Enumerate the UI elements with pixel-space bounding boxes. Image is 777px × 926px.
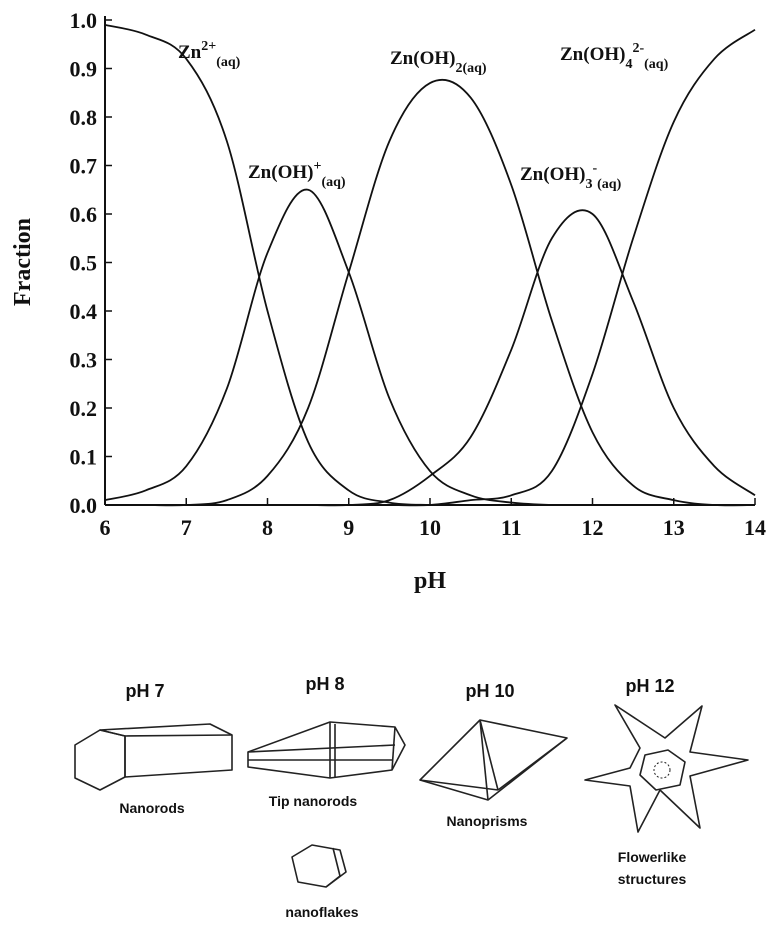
label-part: Zn(OH) (248, 162, 313, 183)
heading: pH 7 (125, 681, 164, 701)
curve-label: Zn(OH)2(aq) (390, 48, 487, 76)
species-curve (104, 188, 755, 507)
nanoflake-shape (291, 844, 347, 888)
label-part: (aq) (597, 177, 621, 192)
y-tick-label: 0.4 (70, 299, 98, 324)
curve-label: Zn(OH)+(aq) (248, 159, 346, 190)
morphology-diagram: pH 7 pH 8 pH 10 pH 12 Nanorods Tip nanor… (74, 674, 749, 920)
y-tick-label: 0.0 (70, 493, 98, 518)
x-tick-label: 8 (262, 515, 273, 540)
y-tick-label: 1.0 (70, 8, 98, 33)
nanorod-shape (74, 723, 233, 791)
label-part: 4 (625, 57, 632, 72)
caption: nanoflakes (285, 904, 358, 920)
caption: structures (618, 871, 687, 887)
label-part: (aq) (321, 175, 345, 190)
flowerlike-shape (584, 704, 749, 833)
x-tick-label: 10 (419, 515, 441, 540)
x-tick-label: 14 (744, 515, 766, 540)
label-part: 3 (585, 177, 592, 192)
y-tick-label: 0.7 (70, 154, 98, 179)
species-curve (105, 28, 756, 507)
curve-label: Zn(OH)42-(aq) (560, 41, 669, 72)
y-axis-label: Fraction (10, 218, 36, 306)
chart: Fraction pH 0.0 0.1 0.2 0.3 0.4 0.5 0.6 0.7 0.8 0… (10, 8, 766, 594)
caption: Flowerlike (618, 849, 687, 865)
y-tick-label: 0.6 (70, 202, 98, 227)
label-part: Zn (178, 42, 202, 63)
y-tick-label: 0.5 (70, 251, 98, 276)
label-part: 2- (632, 41, 644, 56)
label-part: Zn(OH) (560, 44, 625, 65)
y-tick-label: 0.3 (70, 348, 98, 373)
curve-label: Zn2+(aq) (178, 39, 241, 70)
y-tick-label: 0.2 (70, 396, 98, 421)
caption: Nanorods (119, 800, 185, 816)
y-tick-label: 0.1 (70, 445, 98, 470)
x-tick-label: 12 (582, 515, 604, 540)
label-part: Zn(OH) (390, 48, 455, 69)
caption: Nanoprisms (447, 813, 528, 829)
label-part: - (592, 161, 597, 176)
x-tick-label: 6 (100, 515, 111, 540)
label-part: (aq) (644, 57, 668, 72)
label-part: 2+ (201, 39, 216, 54)
heading: pH 12 (625, 676, 674, 696)
caption: Tip nanorods (269, 793, 358, 809)
species-curve (104, 23, 755, 507)
heading: pH 10 (465, 681, 514, 701)
x-axis-label: pH (414, 568, 446, 594)
label-part: + (313, 159, 321, 174)
species-curve (105, 78, 756, 507)
x-tick-label: 9 (343, 515, 354, 540)
nanoprism-shape (419, 719, 568, 801)
tip-nanorod-shape (247, 721, 406, 779)
species-curve (105, 209, 756, 507)
curve-label: Zn(OH)3-(aq) (520, 161, 622, 192)
x-tick-label: 7 (181, 515, 192, 540)
heading: pH 8 (305, 674, 344, 694)
label-part: (aq) (216, 55, 240, 70)
x-tick-label: 11 (501, 515, 522, 540)
x-tick-label: 13 (663, 515, 685, 540)
label-part: 2(aq) (455, 61, 486, 76)
label-part: Zn(OH) (520, 164, 585, 185)
y-tick-label: 0.9 (70, 57, 98, 82)
y-tick-label: 0.8 (70, 105, 98, 130)
